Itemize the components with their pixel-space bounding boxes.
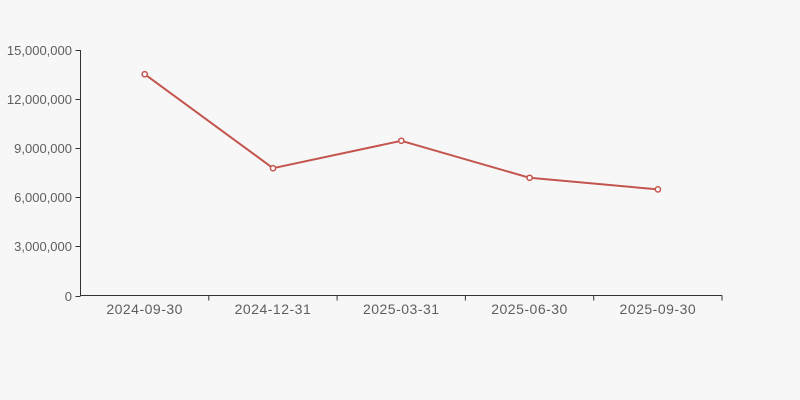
- data-point-marker[interactable]: [397, 137, 405, 145]
- x-axis-tick-label: 2024-09-30: [106, 301, 183, 317]
- x-axis-tick-label: 2025-09-30: [620, 301, 697, 317]
- y-axis-tick-label: 3,000,000: [14, 239, 72, 254]
- data-point-marker[interactable]: [654, 186, 662, 193]
- x-axis-tick-label: 2025-03-31: [363, 301, 440, 317]
- y-axis-tick-label: 0: [65, 289, 72, 304]
- data-point-marker[interactable]: [526, 174, 533, 182]
- y-axis-tick-label: 15,000,000: [7, 43, 72, 58]
- y-axis-tick-label: 9,000,000: [14, 141, 72, 156]
- data-point-marker[interactable]: [269, 164, 277, 172]
- y-axis-tick-label: 6,000,000: [14, 190, 72, 205]
- x-axis-tick-label: 2025-06-30: [491, 301, 568, 317]
- x-axis-tick-label: 2024-12-31: [235, 301, 312, 317]
- data-point-marker[interactable]: [141, 70, 149, 78]
- y-axis-tick-label: 12,000,000: [7, 92, 72, 107]
- series-line: [143, 73, 659, 191]
